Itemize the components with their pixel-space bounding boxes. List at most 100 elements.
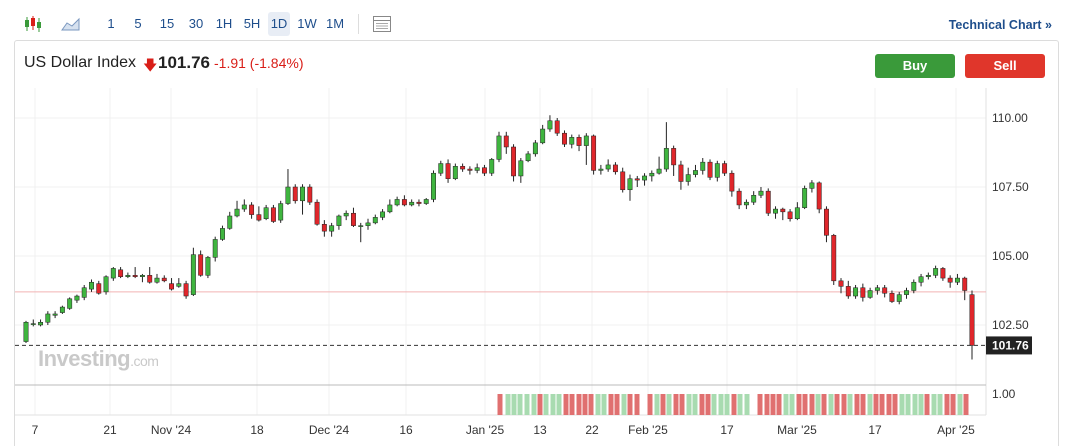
candle-body: [241, 204, 247, 210]
volume-bar: [601, 394, 607, 415]
candle-body: [59, 306, 65, 313]
volume-bar: [931, 394, 937, 415]
candle-body: [678, 164, 684, 182]
toolbar-divider: [358, 14, 359, 34]
volume-bar: [517, 394, 523, 415]
candle-body: [372, 217, 378, 224]
candle-body: [642, 175, 647, 181]
technical-chart-link[interactable]: Technical Chart »: [948, 18, 1052, 32]
volume-bar: [654, 394, 660, 415]
candle-body: [118, 269, 124, 277]
candle-body: [23, 321, 29, 342]
candlestick-chart-icon[interactable]: [22, 14, 44, 34]
interval-30[interactable]: 30: [188, 16, 204, 31]
volume-bar: [531, 394, 537, 415]
volume-bar: [576, 394, 582, 415]
candle-body: [802, 188, 808, 208]
interval-5h[interactable]: 5H: [243, 16, 261, 31]
candle-body: [176, 283, 182, 287]
candle-body: [765, 190, 771, 214]
volume-bar: [847, 394, 853, 415]
x-tick-label: Apr '25: [937, 423, 975, 437]
volume-bar: [802, 394, 808, 415]
candle-body: [612, 164, 618, 173]
candle-body: [103, 276, 109, 293]
candle-body: [198, 254, 204, 276]
candle-body: [460, 166, 466, 170]
volume-bar: [634, 394, 640, 415]
interval-5[interactable]: 5: [134, 16, 142, 31]
volume-bar: [841, 394, 847, 415]
x-tick-label: 22: [585, 423, 599, 437]
candle-body: [431, 172, 436, 200]
candle-body: [52, 313, 58, 316]
x-tick-label: 17: [868, 423, 882, 437]
volume-bar: [686, 394, 692, 415]
candle-body: [554, 120, 560, 134]
candle-body: [278, 203, 284, 221]
candle-body: [831, 235, 837, 282]
candle-body: [96, 283, 102, 294]
candle-body: [562, 132, 567, 145]
volume-bar: [757, 394, 763, 415]
x-tick-label: 7: [32, 423, 39, 437]
candle-body: [358, 225, 364, 227]
candle-body: [569, 137, 575, 145]
interval-1m[interactable]: 1M: [325, 16, 345, 31]
volume-bar: [950, 394, 956, 415]
candle-body: [190, 254, 196, 295]
volume-bar: [892, 394, 898, 415]
interval-1d[interactable]: 1D: [268, 12, 290, 36]
candle-body: [38, 321, 44, 326]
volume-bar: [918, 394, 924, 415]
candle-body: [481, 167, 487, 174]
candle-body: [714, 163, 720, 178]
candle-body: [954, 277, 960, 283]
candle-body: [380, 211, 386, 218]
candle-body: [627, 178, 633, 191]
candle-body: [401, 199, 407, 206]
candle-body: [758, 190, 764, 196]
candle-body: [409, 201, 415, 206]
candle-body: [918, 276, 924, 283]
volume-bar: [737, 394, 743, 415]
candle-body: [656, 168, 662, 174]
candle-body: [438, 163, 444, 174]
candle-body: [387, 204, 393, 213]
interval-1[interactable]: 1: [107, 16, 115, 31]
candle-body: [540, 128, 546, 144]
table-view-icon[interactable]: [371, 14, 393, 34]
volume-bar: [879, 394, 885, 415]
candle-body: [947, 277, 953, 283]
candle-body: [445, 163, 451, 179]
volume-bar: [595, 394, 601, 415]
candle-body: [394, 199, 400, 206]
volume-bar: [660, 394, 666, 415]
interval-1h[interactable]: 1H: [215, 16, 233, 31]
candle-body: [234, 208, 240, 217]
area-chart-icon[interactable]: [60, 14, 82, 34]
candle-body: [743, 201, 749, 206]
volume-bar: [621, 394, 627, 415]
candle-body: [620, 171, 626, 191]
candle-body: [351, 212, 356, 226]
candle-body: [336, 215, 342, 226]
volume-bar: [744, 394, 750, 415]
x-tick-label: Nov '24: [151, 423, 192, 437]
candle-body: [169, 283, 174, 290]
volume-bar: [524, 394, 530, 415]
candle-body: [205, 257, 211, 276]
candle-body: [89, 281, 94, 290]
buy-button[interactable]: Buy: [875, 54, 955, 78]
x-tick-label: 16: [399, 423, 413, 437]
candle-body: [860, 287, 866, 298]
candle-body: [321, 224, 327, 232]
interval-15[interactable]: 15: [159, 16, 175, 31]
candle-body: [474, 167, 480, 171]
candle-body: [489, 159, 495, 174]
interval-1w[interactable]: 1W: [297, 16, 317, 31]
volume-bar: [724, 394, 730, 415]
sell-button[interactable]: Sell: [965, 54, 1045, 78]
candle-body: [343, 212, 349, 217]
